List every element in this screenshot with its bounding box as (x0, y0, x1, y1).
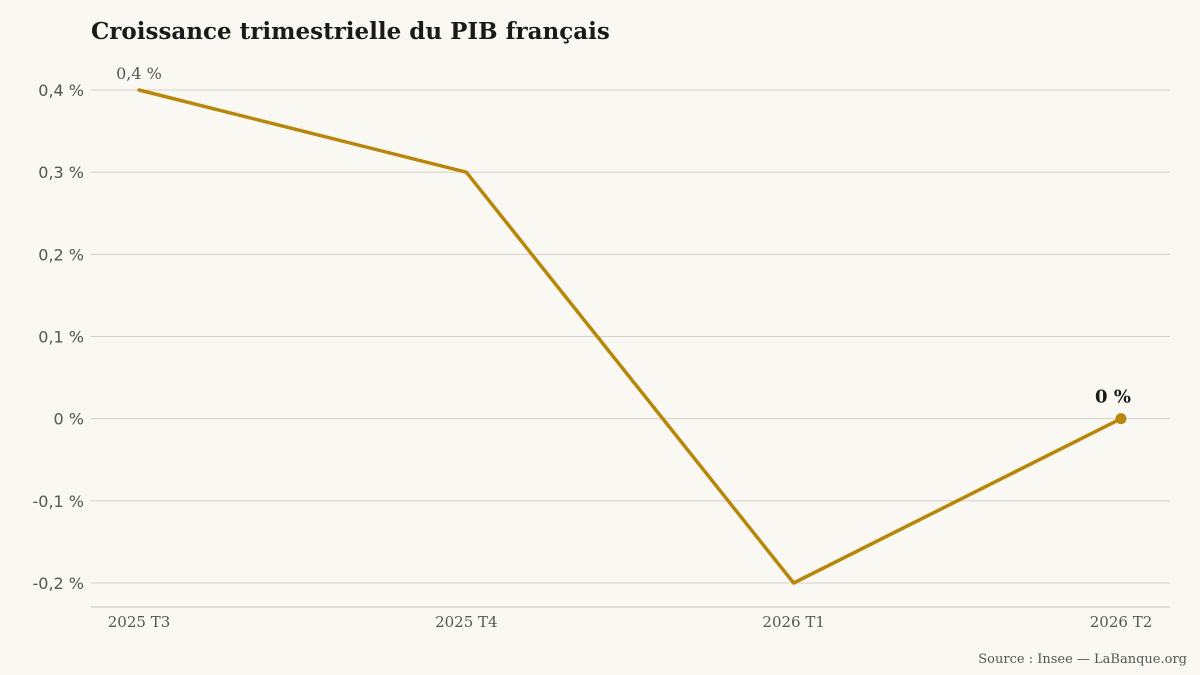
y-tick-label: 0,1 % (38, 328, 84, 347)
x-tick-label: 2026 T2 (1090, 613, 1153, 631)
y-tick-label: 0,3 % (38, 163, 84, 182)
series-layer (137, 88, 1127, 585)
x-tick-label: 2026 T1 (762, 613, 825, 631)
y-tick-label: -0,1 % (32, 492, 84, 511)
x-tick-label: 2025 T3 (108, 613, 171, 631)
data-label-first: 0,4 % (116, 64, 162, 83)
x-axis: 2025 T3 2025 T4 2026 T1 2026 T2 (108, 613, 1153, 631)
data-label-last: 0 % (1095, 387, 1131, 408)
gridlines (91, 89, 1170, 584)
last-point-marker (1115, 413, 1127, 425)
y-tick-label: 0,4 % (38, 81, 84, 100)
y-tick-label: 0 % (54, 410, 84, 429)
y-tick-label: -0,2 % (32, 574, 84, 593)
y-axis: 0,4 % 0,3 % 0,2 % 0,1 % 0 % -0,1 % -0,2 % (32, 81, 84, 593)
y-tick-label: 0,2 % (38, 245, 84, 264)
chart-title: Croissance trimestrielle du PIB français (91, 18, 610, 45)
x-tick-label: 2025 T4 (435, 613, 498, 631)
annotations: 0,4 % 0 % (116, 64, 1131, 408)
source-note: Source : Insee — LaBanque.org (978, 652, 1187, 667)
series-line (137, 88, 1123, 585)
